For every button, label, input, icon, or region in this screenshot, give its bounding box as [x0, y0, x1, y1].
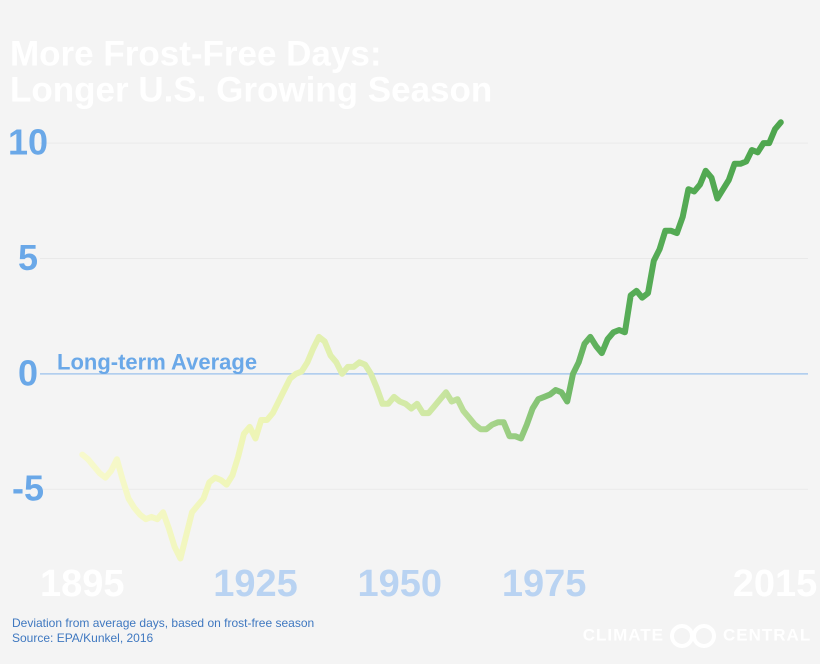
- y-tick-label: 10: [8, 122, 48, 163]
- note: Deviation from average days, based on fr…: [12, 616, 314, 630]
- data-line: [79, 119, 784, 562]
- logo-text: CLIMATE: [583, 625, 664, 644]
- y-tick-label: 5: [18, 237, 38, 278]
- logo-text: CENTRAL: [723, 625, 811, 644]
- logo-icon: [692, 624, 716, 648]
- x-tick-label: 1925: [213, 563, 298, 605]
- y-tick-label: -5: [12, 468, 44, 509]
- x-tick-label: 1975: [502, 563, 587, 605]
- logo: CLIMATE CENTRAL: [583, 624, 811, 648]
- source: Source: EPA/Kunkel, 2016: [12, 631, 154, 645]
- y-tick-label: 0: [18, 352, 38, 393]
- x-tick-label: 1950: [358, 563, 443, 605]
- x-tick-label: 1895: [40, 563, 125, 605]
- x-tick-label: 2015: [733, 563, 818, 605]
- chart-title: Longer U.S. Growing Season: [10, 70, 492, 109]
- chart-title: More Frost-Free Days:: [10, 34, 381, 73]
- annotation: Long-term Average: [57, 350, 257, 375]
